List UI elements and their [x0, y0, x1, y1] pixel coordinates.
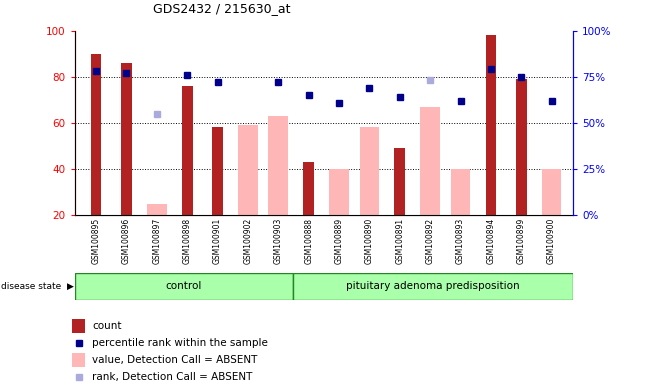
Bar — [293, 273, 573, 300]
Text: GSM100892: GSM100892 — [426, 218, 435, 264]
Text: GSM100900: GSM100900 — [547, 218, 556, 264]
Text: GSM100898: GSM100898 — [183, 218, 192, 264]
Bar — [147, 204, 167, 215]
Bar — [486, 35, 496, 215]
Bar — [303, 162, 314, 215]
Bar — [395, 148, 405, 215]
Text: percentile rank within the sample: percentile rank within the sample — [92, 338, 268, 348]
Bar — [359, 127, 380, 215]
Text: control: control — [165, 281, 202, 291]
Bar — [182, 86, 193, 215]
Text: value, Detection Call = ABSENT: value, Detection Call = ABSENT — [92, 355, 258, 365]
Bar — [72, 353, 85, 367]
Bar — [238, 125, 258, 215]
Bar — [212, 127, 223, 215]
Text: GSM100890: GSM100890 — [365, 218, 374, 264]
Text: GSM100901: GSM100901 — [213, 218, 222, 264]
Text: GSM100897: GSM100897 — [152, 218, 161, 264]
Text: GSM100902: GSM100902 — [243, 218, 253, 264]
Bar — [542, 169, 562, 215]
Text: GSM100893: GSM100893 — [456, 218, 465, 264]
Text: GSM100889: GSM100889 — [335, 218, 344, 264]
Bar — [121, 63, 132, 215]
Bar — [329, 169, 349, 215]
Text: GSM100895: GSM100895 — [92, 218, 101, 264]
Bar — [75, 273, 293, 300]
Bar — [72, 319, 85, 333]
Text: pituitary adenoma predisposition: pituitary adenoma predisposition — [346, 281, 519, 291]
Text: GSM100903: GSM100903 — [274, 218, 283, 264]
Text: GSM100899: GSM100899 — [517, 218, 526, 264]
Bar — [450, 169, 471, 215]
Text: disease state  ▶: disease state ▶ — [1, 281, 74, 291]
Text: GSM100891: GSM100891 — [395, 218, 404, 264]
Text: GSM100894: GSM100894 — [486, 218, 495, 264]
Text: GSM100896: GSM100896 — [122, 218, 131, 264]
Bar — [516, 79, 527, 215]
Text: GSM100888: GSM100888 — [304, 218, 313, 264]
Bar — [421, 107, 440, 215]
Bar — [268, 116, 288, 215]
Text: GDS2432 / 215630_at: GDS2432 / 215630_at — [153, 2, 290, 15]
Bar — [90, 54, 102, 215]
Text: rank, Detection Call = ABSENT: rank, Detection Call = ABSENT — [92, 372, 253, 382]
Text: count: count — [92, 321, 122, 331]
